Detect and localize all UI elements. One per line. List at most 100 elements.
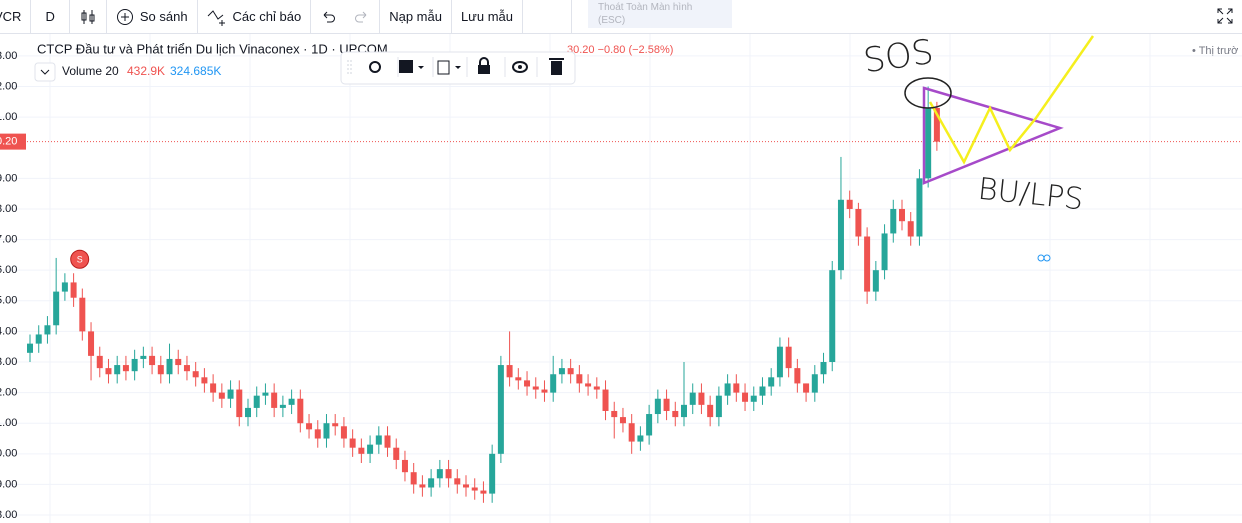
eye-icon[interactable] (512, 61, 528, 73)
candle-body (419, 484, 426, 488)
interval[interactable]: D (31, 0, 70, 33)
candle-body (53, 291, 60, 326)
candle-body (820, 362, 827, 375)
y-tick-label: 1.00 (0, 417, 17, 429)
compare[interactable]: So sánh (107, 0, 198, 33)
candle-body (70, 282, 77, 298)
delete-icon[interactable] (551, 61, 562, 75)
candle-body (114, 365, 121, 375)
market-status: • Thị trườ (1192, 45, 1238, 57)
candle-body (428, 478, 435, 488)
candle-body (785, 346, 792, 369)
candle-body (96, 355, 103, 369)
lock-icon[interactable] (478, 65, 490, 74)
volume-value: 432.9K (127, 64, 165, 78)
save-template[interactable]: Lưu mẫu (452, 0, 524, 33)
y-tick-label: 2.00 (0, 80, 17, 92)
spacer (523, 0, 573, 33)
load-template[interactable]: Nạp mẫu (380, 0, 452, 33)
y-tick-label: 1.00 (0, 111, 17, 123)
candle-body (707, 404, 714, 418)
candle-body (410, 472, 417, 485)
hand-drawings (904, 35, 1095, 262)
chart-style[interactable] (70, 0, 107, 33)
symbol[interactable]: VCR (0, 0, 32, 33)
candle-body (236, 389, 243, 418)
chevron (40, 69, 50, 75)
candle-body (654, 398, 661, 415)
fullscreen-icon[interactable] (1216, 7, 1234, 25)
candle-body (715, 395, 722, 418)
candle-body (585, 383, 592, 387)
candle-body (637, 435, 644, 442)
legend-change: 30.20 −0.80 (−2.58%) (567, 44, 673, 56)
undo[interactable] (311, 0, 345, 33)
candle-body (550, 374, 557, 393)
candle-body (332, 423, 339, 427)
indicators[interactable]: Các chỉ báo (198, 0, 312, 33)
candle-body (61, 282, 68, 292)
candle-body (567, 368, 574, 375)
candle-body (227, 389, 234, 399)
candle-body (122, 365, 129, 372)
candle-body (829, 270, 836, 362)
candle-body (681, 404, 687, 418)
candle-body (907, 221, 914, 237)
volume-label: Volume 20 (62, 64, 119, 78)
fill-icon[interactable] (399, 60, 413, 73)
candle-body (672, 410, 679, 418)
legend-title: CTCP Đầu tư và Phát triển Du lịch Vinaco… (37, 41, 388, 56)
candle-body (558, 368, 565, 375)
redo-icon (355, 11, 367, 22)
candle-body (157, 365, 164, 375)
y-tick-label: 8.00 (0, 203, 17, 215)
indicators-label: Các chỉ báo (232, 9, 302, 24)
candle-body (515, 377, 522, 381)
candle-body (297, 398, 304, 424)
candle-body (175, 358, 182, 366)
candle-body (837, 199, 844, 271)
candle-body (323, 423, 330, 439)
candle-body (872, 270, 879, 292)
exit-fullscreen[interactable]: Thoát Toàn Màn hình (ESC) (588, 0, 732, 28)
candle-body (689, 392, 696, 405)
candle-body (375, 435, 382, 445)
candle-body (166, 358, 173, 375)
candle-body (646, 414, 653, 436)
y-tick-label: 3.00 (0, 356, 17, 368)
candle-body (393, 447, 400, 460)
redo[interactable] (345, 0, 381, 33)
candle-body (794, 368, 801, 384)
candle-body (471, 487, 478, 491)
candle-body (803, 383, 810, 393)
candle-body (218, 392, 225, 399)
clone-icon[interactable] (437, 60, 450, 75)
candle-body (210, 383, 217, 393)
candle-body (916, 178, 923, 237)
y-tick-label: 6.00 (0, 264, 17, 276)
y-tick-label: 2.00 (0, 387, 17, 399)
candle-body (384, 435, 391, 448)
indicator-icon (207, 9, 225, 26)
compare-label: So sánh (139, 9, 188, 24)
candle-body (358, 447, 365, 454)
collapse-button[interactable] (34, 62, 56, 82)
candle-body (576, 374, 583, 384)
candle-body (349, 438, 356, 448)
candle-body (733, 383, 740, 393)
candle-body (367, 444, 374, 454)
y-tick-label: 5.00 (0, 295, 17, 307)
candle-body (271, 392, 278, 408)
candle-body (933, 107, 940, 142)
y-tick-label: 9.00 (0, 172, 17, 184)
settings-icon[interactable] (369, 61, 381, 73)
candle-body (306, 423, 313, 430)
last-price-tag (0, 133, 26, 150)
candle-body (489, 453, 496, 494)
candle-body (401, 459, 408, 473)
candle-body (192, 371, 199, 378)
candle-body (131, 358, 138, 372)
candle-body (463, 484, 469, 488)
sos-annotation: SOS (861, 32, 936, 81)
